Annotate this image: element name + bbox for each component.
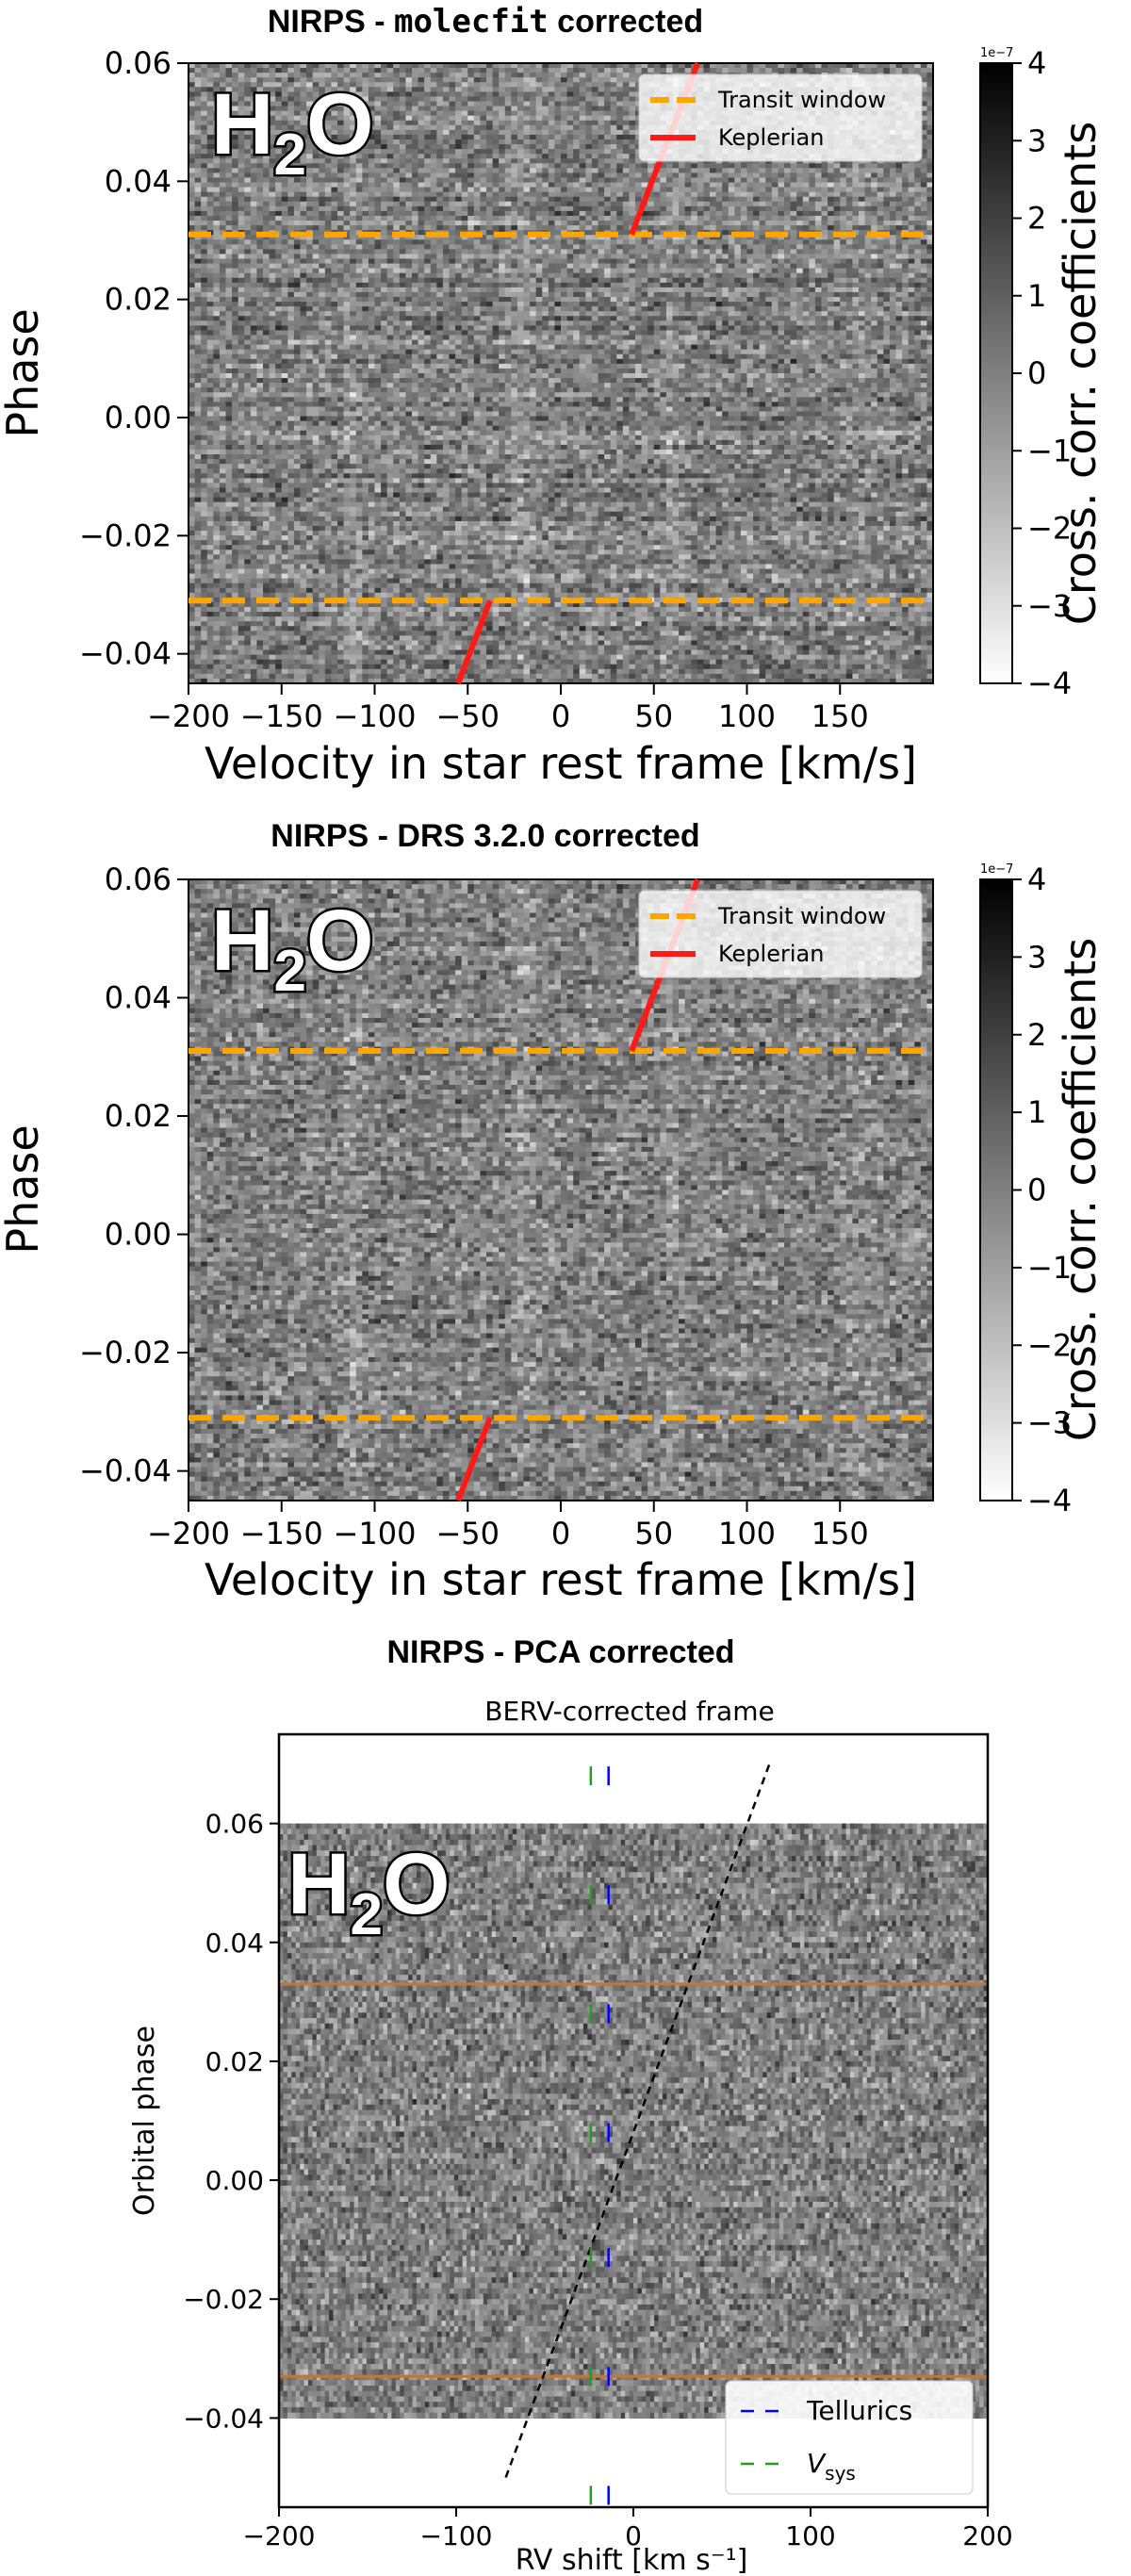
colorbar-tick-label: −4 (1027, 1483, 1072, 1518)
panel2-y-ticks: 0.06 0.04 0.02 0.00 −0.02 −0.04 (79, 861, 188, 1489)
panel1-title: NIRPS - molecfit corrected (268, 3, 703, 41)
x-tick-label: −100 (334, 1516, 417, 1551)
x-tick-label: −200 (243, 2520, 316, 2551)
x-tick-label: 0 (551, 1516, 570, 1551)
x-tick-label: −150 (240, 1516, 323, 1551)
y-tick-label: −0.02 (183, 2284, 264, 2315)
x-tick-label: −200 (147, 698, 230, 734)
panel3-subtitle: BERV-corrected frame (484, 1696, 774, 1727)
x-tick-label: 200 (962, 2520, 1012, 2551)
y-tick-label: −0.02 (79, 1335, 172, 1370)
x-tick-label: −50 (435, 698, 500, 734)
x-tick-label: 0 (551, 698, 570, 734)
colorbar-tick-label: −4 (1027, 665, 1072, 701)
legend-keplerian: Keplerian (718, 124, 824, 151)
figure: NIRPS - molecfit corrected H2O Transit w… (0, 0, 1131, 2576)
x-tick-label: 50 (634, 698, 673, 734)
panel3-ylabel: Orbital phase (128, 2026, 161, 2216)
panel2-xlabel: Velocity in star rest frame [km/s] (205, 1554, 917, 1605)
y-tick-label: 0.02 (205, 2046, 264, 2077)
panel1-ylabel: Phase (0, 308, 48, 437)
y-tick-label: 0.00 (105, 1217, 172, 1253)
colorbar-tick-label: 2 (1027, 1017, 1046, 1053)
colorbar-tick-label: 3 (1027, 123, 1046, 158)
panel2-legend: Transit window Keplerian (639, 891, 922, 977)
y-tick-label: 0.02 (105, 282, 172, 318)
y-tick-label: −0.04 (183, 2403, 264, 2434)
panel-molecfit: NIRPS - molecfit corrected H2O Transit w… (0, 3, 1106, 789)
panel1-colorbar-label: Cross. corr. coefficients (1055, 122, 1106, 626)
y-tick-label: −0.02 (79, 517, 172, 553)
colorbar-tick-label: 0 (1027, 355, 1046, 391)
y-tick-label: 0.06 (205, 1809, 264, 1840)
legend-keplerian: Keplerian (718, 941, 824, 967)
x-tick-label: 50 (634, 1516, 673, 1551)
y-tick-label: 0.04 (105, 163, 172, 199)
colorbar-tick-label: 4 (1027, 45, 1046, 81)
panel2-colorbar-label: Cross. corr. coefficients (1055, 938, 1106, 1442)
legend-transit-window: Transit window (717, 87, 886, 113)
panel1-xlabel: Velocity in star rest frame [km/s] (205, 738, 917, 789)
panel2-title: NIRPS - DRS 3.2.0 corrected (270, 818, 699, 854)
panel1-y-ticks: 0.06 0.04 0.02 0.00 −0.02 −0.04 (79, 45, 188, 672)
colorbar-tick-label: 1 (1027, 278, 1046, 314)
legend-transit-window: Transit window (717, 903, 886, 929)
colorbar-tick-label: 0 (1027, 1173, 1046, 1208)
panel3-legend: Tellurics Vsys (726, 2381, 973, 2494)
x-tick-label: 150 (811, 698, 869, 734)
y-tick-label: 0.04 (205, 1928, 264, 1959)
panel3-title: NIRPS - PCA corrected (386, 1634, 734, 1670)
x-tick-label: −100 (334, 698, 417, 734)
panel-pca: NIRPS - PCA corrected BERV-corrected fra… (128, 1634, 1013, 2576)
colorbar-tick-label: 4 (1027, 861, 1046, 897)
colorbar-tick-label: 1 (1027, 1094, 1046, 1130)
panel1-colorbar (980, 63, 1012, 683)
panel3-y-ticks: 0.06 0.04 0.02 0.00 −0.02 −0.04 (183, 1809, 279, 2435)
x-tick-label: −50 (435, 1516, 500, 1551)
panel2-colorbar-scale: 1e−7 (980, 862, 1013, 877)
panel2-x-ticks: −200 −150 −100 −50 0 50 100 150 (147, 1501, 869, 1551)
panel1-x-ticks: −200 −150 −100 −50 0 50 100 150 (147, 683, 869, 734)
panel1-colorbar-scale: 1e−7 (980, 46, 1013, 60)
x-tick-label: −200 (147, 1516, 230, 1551)
panel2-colorbar (980, 879, 1012, 1501)
x-tick-label: 100 (718, 698, 776, 734)
y-tick-label: 0.06 (105, 45, 172, 81)
colorbar-tick-label: 2 (1027, 201, 1046, 237)
y-tick-label: 0.06 (105, 861, 172, 897)
legend-tellurics: Tellurics (806, 2395, 912, 2426)
x-tick-label: 150 (811, 1516, 869, 1551)
y-tick-label: 0.00 (205, 2165, 264, 2196)
panel3-xlabel: RV shift [km s⁻¹] (516, 2544, 748, 2576)
panel1-legend: Transit window Keplerian (639, 74, 922, 161)
y-tick-label: −0.04 (79, 1453, 172, 1489)
x-tick-label: −150 (240, 698, 323, 734)
panel2-ylabel: Phase (0, 1124, 48, 1254)
colorbar-tick-label: 3 (1027, 939, 1046, 975)
panel-drs: NIRPS - DRS 3.2.0 corrected H2O Transit … (0, 818, 1106, 1605)
x-tick-label: 100 (785, 2520, 835, 2551)
y-tick-label: 0.00 (105, 400, 172, 435)
y-tick-label: −0.04 (79, 636, 172, 672)
y-tick-label: 0.04 (105, 980, 172, 1016)
x-tick-label: 100 (718, 1516, 776, 1551)
x-tick-label: −100 (420, 2520, 493, 2551)
y-tick-label: 0.02 (105, 1098, 172, 1134)
